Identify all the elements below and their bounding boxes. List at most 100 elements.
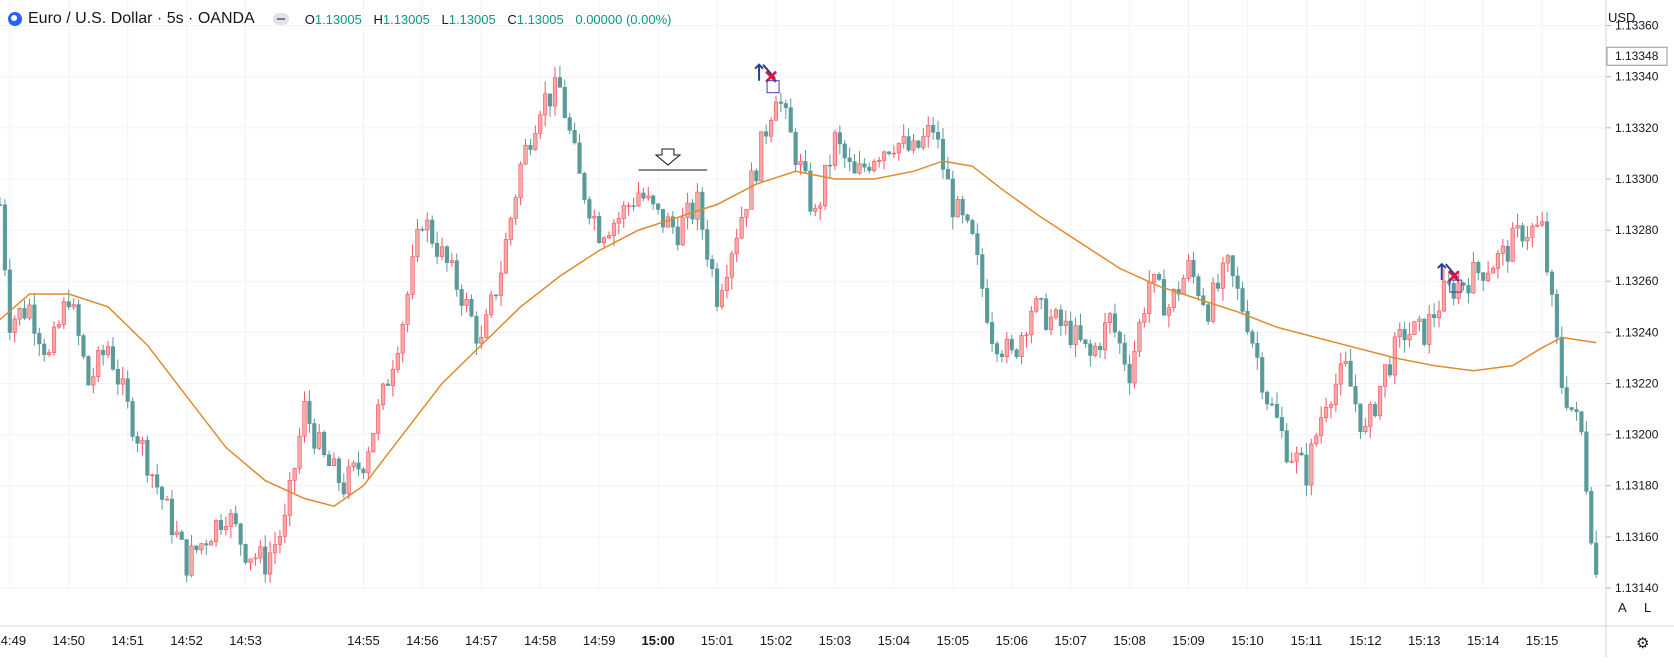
candle-body	[1554, 293, 1559, 338]
candle-body	[1294, 452, 1299, 462]
time-tick-label: 14:49	[0, 633, 26, 648]
candle-body	[1068, 320, 1073, 345]
grid	[0, 0, 1606, 589]
candle-body	[1456, 282, 1461, 299]
candle-body	[1427, 314, 1432, 345]
candle-body	[759, 131, 764, 182]
candle-body	[970, 220, 975, 234]
candle-body	[547, 93, 553, 107]
log-scale-button[interactable]: L	[1644, 600, 1652, 615]
candle-body	[169, 498, 174, 535]
candles	[0, 65, 1599, 583]
down-arrow-icon	[654, 148, 682, 166]
price-tick-label: 1.13160	[1615, 530, 1659, 544]
candle-body	[263, 546, 268, 575]
candle-body	[808, 170, 813, 212]
candle-body	[189, 545, 194, 576]
annotations	[638, 63, 1463, 293]
candle-body	[81, 335, 86, 357]
candle-body	[1353, 386, 1358, 405]
candle-body	[366, 451, 371, 474]
price-tick-label: 1.13360	[1615, 19, 1659, 33]
candle-body	[1515, 225, 1520, 229]
candle-body	[813, 207, 818, 212]
moving-average	[0, 160, 1597, 508]
candle-body	[101, 350, 106, 356]
candle-body	[469, 299, 474, 317]
candle-body	[449, 260, 454, 263]
time-tick-label: 14:51	[111, 633, 144, 648]
candle-body	[587, 199, 592, 219]
candle-body	[17, 308, 22, 320]
candle-body	[228, 513, 233, 527]
candle-body	[867, 166, 872, 171]
candle-body	[204, 543, 209, 546]
candle-body	[1058, 309, 1063, 326]
candle-body	[1053, 309, 1059, 318]
candle-body	[130, 401, 135, 437]
candle-body	[1328, 404, 1334, 408]
candle-body	[931, 125, 936, 133]
moving-average-line	[0, 160, 1597, 508]
candle-body	[921, 136, 926, 148]
time-tick-label: 14:56	[406, 633, 439, 648]
symbol-title[interactable]: Euro / U.S. Dollar · 5s · OANDA	[28, 10, 255, 27]
settings-icon[interactable]: ⚙	[1636, 635, 1650, 652]
ohlc-values: O1.13005 H1.13005 L1.13005 C1.13005 0.00…	[305, 12, 672, 27]
candle-body	[1589, 490, 1594, 544]
candle-body	[1024, 334, 1029, 337]
candle-body	[1319, 417, 1324, 437]
candle-body	[1559, 336, 1564, 388]
candle-body	[1161, 279, 1167, 316]
time-tick-label: 15:00	[641, 633, 674, 648]
candle-body	[385, 383, 391, 386]
currency-button[interactable]: USD	[1608, 10, 1636, 25]
current-price-label: 1.13348	[1615, 49, 1659, 63]
auto-scale-button[interactable]: A	[1618, 600, 1627, 615]
candle-body	[493, 294, 499, 297]
time-tick-label: 15:09	[1172, 633, 1205, 648]
candle-body	[1544, 221, 1550, 273]
candle-body	[258, 546, 263, 559]
time-tick-label: 15:04	[878, 633, 911, 648]
time-tick-label: 14:59	[583, 633, 616, 648]
candle-body	[724, 276, 729, 291]
candle-body	[538, 114, 543, 134]
candle-body	[194, 545, 199, 551]
candle-body	[1466, 285, 1471, 294]
close-key: C	[507, 11, 517, 27]
candle-body	[371, 433, 376, 453]
candle-body	[1338, 363, 1343, 385]
candle-body	[1510, 227, 1515, 262]
time-tick-label: 14:52	[170, 633, 203, 648]
legend-toggle-icon[interactable]	[272, 13, 289, 25]
candle-body	[474, 315, 479, 344]
candle-body	[430, 219, 435, 244]
candle-body	[916, 140, 921, 148]
candle-body	[1073, 325, 1078, 345]
candle-body	[1171, 289, 1176, 308]
candle-body	[1299, 452, 1304, 456]
candle-body	[577, 142, 582, 174]
time-tick-label: 15:13	[1408, 633, 1441, 648]
candle-body	[769, 120, 774, 137]
candle-body	[877, 160, 882, 162]
low-value: 1.13005	[448, 11, 496, 27]
candle-body	[0, 204, 3, 206]
candle-body	[282, 514, 287, 537]
candle-body	[287, 479, 292, 516]
price-tick-label: 1.13180	[1615, 479, 1659, 493]
candle-body	[381, 383, 386, 406]
price-tick-label: 1.13300	[1615, 172, 1659, 186]
candle-body	[572, 129, 577, 144]
price-tick-label: 1.13220	[1615, 376, 1659, 390]
candle-body	[1549, 271, 1555, 295]
candle-body	[582, 173, 587, 200]
candle-body	[1034, 298, 1039, 312]
candle-body	[1284, 430, 1289, 463]
candle-body	[1441, 280, 1446, 312]
candle-body	[651, 195, 656, 205]
candle-body	[1436, 310, 1442, 319]
